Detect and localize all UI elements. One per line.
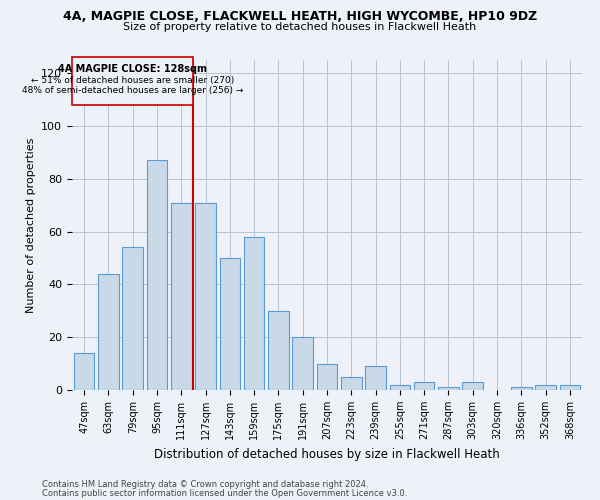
FancyBboxPatch shape [72, 58, 193, 105]
Bar [317, 364, 337, 390]
Bar [511, 388, 532, 390]
Bar [438, 388, 459, 390]
Text: ← 51% of detached houses are smaller (270): ← 51% of detached houses are smaller (27… [31, 76, 235, 85]
Text: 48% of semi-detached houses are larger (256) →: 48% of semi-detached houses are larger (… [22, 86, 244, 96]
Bar [560, 384, 580, 390]
Bar [171, 202, 191, 390]
Text: 4A MAGPIE CLOSE: 128sqm: 4A MAGPIE CLOSE: 128sqm [58, 64, 207, 74]
Bar [98, 274, 119, 390]
X-axis label: Distribution of detached houses by size in Flackwell Heath: Distribution of detached houses by size … [154, 448, 500, 460]
Bar [122, 248, 143, 390]
Bar [292, 337, 313, 390]
Text: 4A, MAGPIE CLOSE, FLACKWELL HEATH, HIGH WYCOMBE, HP10 9DZ: 4A, MAGPIE CLOSE, FLACKWELL HEATH, HIGH … [63, 10, 537, 23]
Bar [146, 160, 167, 390]
Bar [195, 202, 216, 390]
Text: Contains HM Land Registry data © Crown copyright and database right 2024.: Contains HM Land Registry data © Crown c… [42, 480, 368, 489]
Bar [244, 237, 265, 390]
Text: Contains public sector information licensed under the Open Government Licence v3: Contains public sector information licen… [42, 488, 407, 498]
Bar [268, 311, 289, 390]
Bar [535, 384, 556, 390]
Bar [74, 353, 94, 390]
Bar [389, 384, 410, 390]
Bar [414, 382, 434, 390]
Bar [220, 258, 240, 390]
Bar [463, 382, 483, 390]
Y-axis label: Number of detached properties: Number of detached properties [26, 138, 35, 312]
Bar [341, 377, 362, 390]
Text: Size of property relative to detached houses in Flackwell Heath: Size of property relative to detached ho… [124, 22, 476, 32]
Bar [365, 366, 386, 390]
